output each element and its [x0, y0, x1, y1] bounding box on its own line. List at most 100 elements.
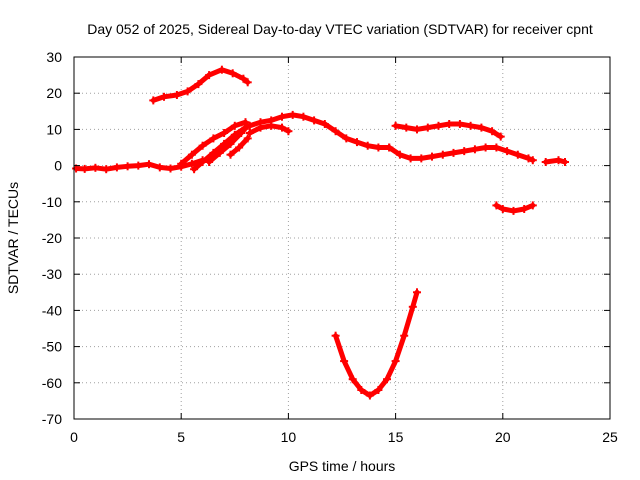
data-point [284, 127, 293, 136]
data-point [342, 134, 351, 143]
data-point [239, 74, 248, 83]
y-tick-label: -70 [42, 411, 62, 427]
y-tick-label: -10 [42, 194, 62, 210]
data-point [374, 143, 383, 152]
grid-lines [74, 57, 610, 419]
data-point [299, 112, 308, 121]
data-point [235, 143, 244, 152]
data-point [166, 164, 175, 173]
data-points [72, 65, 569, 400]
data-point [278, 123, 286, 132]
data-point [112, 163, 121, 172]
data-point [187, 150, 196, 159]
data-point [278, 112, 286, 121]
data-point [145, 160, 153, 169]
data-point [288, 110, 297, 119]
data-point [363, 141, 372, 150]
data-point [488, 127, 497, 136]
data-point [554, 156, 563, 165]
y-tick-label: -30 [42, 266, 62, 282]
data-point [215, 148, 224, 157]
series-dip-to-recovery [385, 143, 537, 165]
data-point [256, 123, 265, 132]
series-arc-b [391, 120, 505, 141]
data-point [413, 125, 421, 134]
y-tick-label: 0 [54, 158, 62, 174]
data-point [509, 206, 518, 215]
data-point [445, 120, 454, 128]
data-point [383, 375, 391, 384]
data-point [524, 154, 533, 163]
data-point [402, 123, 411, 132]
data-point [391, 357, 400, 366]
series-ridge-lower [245, 121, 293, 137]
data-point [481, 143, 490, 152]
data-point [406, 154, 415, 163]
data-point [331, 331, 340, 340]
chart-title: Day 052 of 2025, Sidereal Day-to-day VTE… [87, 21, 593, 37]
data-point [177, 159, 186, 168]
data-point [134, 161, 143, 170]
data-point [385, 143, 394, 152]
data-point [320, 120, 329, 128]
data-point [408, 302, 417, 311]
x-tick-label: 10 [281, 429, 297, 445]
y-tick-label: 30 [46, 49, 62, 65]
data-point [391, 121, 400, 130]
data-point [470, 145, 479, 154]
data-point [245, 121, 254, 130]
data-point [492, 201, 501, 210]
x-tick-label: 20 [495, 429, 511, 445]
x-tick-label: 25 [602, 429, 618, 445]
data-point [205, 71, 214, 80]
data-point [460, 147, 469, 156]
data-point [91, 163, 100, 172]
data-point [438, 150, 447, 159]
data-point [477, 123, 486, 132]
data-point [310, 116, 319, 125]
data-point [217, 65, 226, 74]
data-point [228, 69, 237, 78]
data-point [160, 92, 168, 101]
y-tick-label: 10 [46, 121, 62, 137]
x-axis-label: GPS time / hours [289, 458, 396, 474]
data-point [123, 162, 132, 171]
data-point [205, 158, 214, 166]
data-point [466, 121, 475, 130]
data-point [423, 123, 432, 132]
data-point [528, 201, 537, 210]
data-point [449, 148, 458, 157]
y-tick-label: -20 [42, 230, 62, 246]
series-rise-1 [177, 118, 250, 168]
data-point [155, 163, 164, 172]
data-point [187, 159, 196, 168]
series-arc-c [492, 201, 537, 215]
x-tick-label: 15 [388, 429, 404, 445]
data-point [243, 78, 252, 87]
data-point [374, 386, 383, 394]
data-point [513, 150, 522, 159]
series-arc-a [149, 65, 252, 105]
data-point [395, 150, 404, 159]
y-tick-label: -50 [42, 339, 62, 355]
data-point [413, 288, 421, 297]
data-point [198, 141, 207, 150]
data-point [226, 139, 235, 148]
data-point [357, 386, 366, 394]
data-point [348, 375, 357, 384]
data-point [520, 205, 529, 213]
data-point [230, 121, 239, 130]
data-point [102, 165, 111, 174]
data-point [400, 331, 409, 340]
data-point [541, 158, 550, 166]
data-point [340, 357, 349, 366]
data-point [80, 164, 89, 173]
series-tail [541, 156, 569, 166]
series-line [191, 125, 248, 172]
y-tick-label: 20 [46, 85, 62, 101]
data-point [455, 120, 464, 128]
series-line [150, 67, 251, 103]
series-rise-4 [226, 134, 252, 159]
